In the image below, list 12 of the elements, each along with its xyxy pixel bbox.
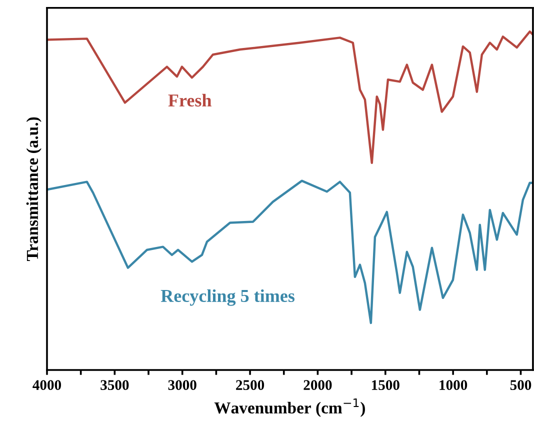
x-axis-title: Wavenumber (cm$^{−1}$) xyxy=(214,398,365,417)
x-tick-label: 3500 xyxy=(100,380,129,390)
x-tick-label: 2000 xyxy=(304,380,332,390)
series-label: Fresh xyxy=(168,94,212,107)
text: Recycling 5 times xyxy=(160,289,295,306)
x-tick-label: 1000 xyxy=(440,380,468,390)
x-tick-label: 3000 xyxy=(168,380,196,390)
x-tick-label: 1500 xyxy=(372,380,400,390)
x-tick-label: 2500 xyxy=(236,380,264,390)
x-tick-label: 500 xyxy=(510,380,532,390)
x-tick-label: 4000 xyxy=(32,380,62,390)
y-axis-title: Transmittance (a.u.) xyxy=(26,117,42,261)
